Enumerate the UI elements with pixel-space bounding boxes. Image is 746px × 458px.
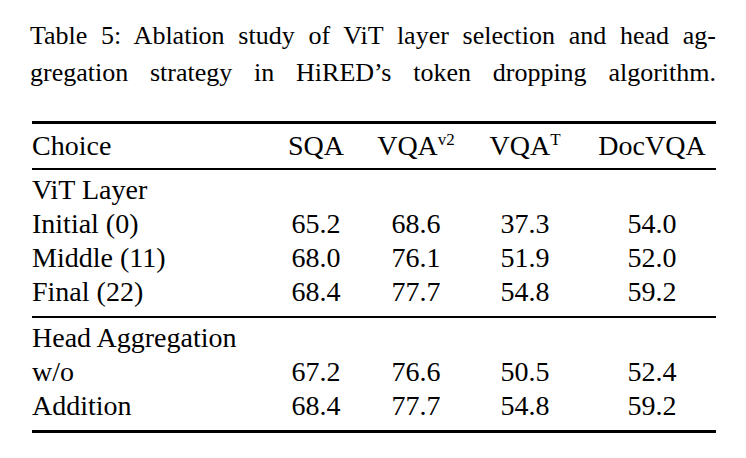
cell-vqa-t: 54.8 [462, 275, 588, 317]
cell-docvqa: 54.0 [588, 207, 716, 241]
cell-docvqa: 59.2 [588, 275, 716, 317]
row-label: Middle (11) [32, 241, 262, 275]
cell-vqa-v2: 76.1 [370, 241, 462, 275]
cell-vqa-v2: 77.7 [370, 389, 462, 432]
section-title-head-aggregation: Head Aggregation [32, 317, 716, 355]
table-row-final-22: Final (22) 68.4 77.7 54.8 59.2 [32, 275, 716, 317]
cell-vqa-v2: 68.6 [370, 207, 462, 241]
cell-sqa: 68.0 [262, 241, 370, 275]
section-head-aggregation: Head Aggregation w/o 67.2 76.6 50.5 52.4… [32, 317, 716, 432]
table-row-initial-0: Initial (0) 65.2 68.6 37.3 54.0 [32, 207, 716, 241]
cell-sqa: 65.2 [262, 207, 370, 241]
col-header-choice: Choice [32, 123, 262, 170]
ablation-table: Choice SQA VQAv2 VQAT DocVQA ViT Layer I… [32, 121, 716, 433]
cell-sqa: 67.2 [262, 355, 370, 389]
cell-sqa: 68.4 [262, 275, 370, 317]
col-header-sqa-text: SQA [288, 130, 344, 161]
paper-page: Table 5: Ablation study of ViT layer sel… [0, 0, 746, 458]
cell-docvqa: 52.4 [588, 355, 716, 389]
table-row-wo: w/o 67.2 76.6 50.5 52.4 [32, 355, 716, 389]
row-label: Addition [32, 389, 262, 432]
row-label: Initial (0) [32, 207, 262, 241]
row-label: w/o [32, 355, 262, 389]
table-row-addition: Addition 68.4 77.7 54.8 59.2 [32, 389, 716, 432]
section-title-row: Head Aggregation [32, 317, 716, 355]
table-header-row: Choice SQA VQAv2 VQAT DocVQA [32, 123, 716, 170]
section-title-row: ViT Layer [32, 169, 716, 207]
section-title-vit-layer: ViT Layer [32, 169, 716, 207]
cell-docvqa: 52.0 [588, 241, 716, 275]
col-header-vqa-t-text: VQA [489, 130, 550, 161]
cell-vqa-t: 50.5 [462, 355, 588, 389]
cell-vqa-t: 37.3 [462, 207, 588, 241]
col-header-vqa-t: VQAT [462, 123, 588, 170]
cell-docvqa: 59.2 [588, 389, 716, 432]
row-label: Final (22) [32, 275, 262, 317]
cell-sqa: 68.4 [262, 389, 370, 432]
table-caption: Table 5: Ablation study of ViT layer sel… [30, 17, 716, 91]
caption-line-1: Table 5: Ablation study of ViT layer sel… [30, 17, 716, 54]
table-row-middle-11: Middle (11) 68.0 76.1 51.9 52.0 [32, 241, 716, 275]
cell-vqa-v2: 76.6 [370, 355, 462, 389]
col-header-vqa-v2-text: VQA [377, 130, 438, 161]
col-header-vqa-v2-sup: v2 [438, 130, 455, 149]
caption-line-2: gregation strategy in HiRED’s token drop… [30, 54, 716, 91]
col-header-docvqa: DocVQA [588, 123, 716, 170]
cell-vqa-t: 51.9 [462, 241, 588, 275]
cell-vqa-t: 54.8 [462, 389, 588, 432]
section-vit-layer: ViT Layer Initial (0) 65.2 68.6 37.3 54.… [32, 169, 716, 317]
col-header-sqa: SQA [262, 123, 370, 170]
col-header-vqa-v2: VQAv2 [370, 123, 462, 170]
col-header-vqa-t-sup: T [550, 130, 560, 149]
col-header-docvqa-text: DocVQA [598, 130, 705, 161]
cell-vqa-v2: 77.7 [370, 275, 462, 317]
